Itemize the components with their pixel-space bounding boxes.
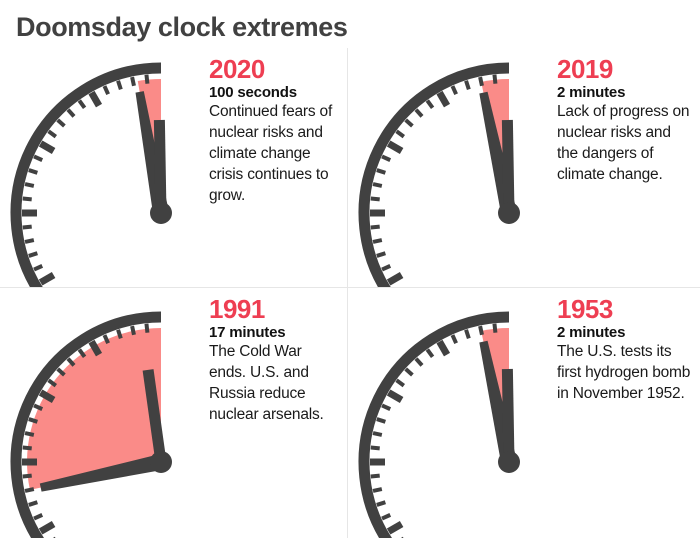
doomsday-clock-icon [10, 62, 172, 287]
panel-year: 1991 [209, 294, 265, 324]
panel-amount: 17 minutes [209, 324, 286, 341]
doomsday-clock-icon [10, 311, 172, 538]
panel-amount: 100 seconds [209, 84, 297, 101]
panel-info-1991: 1991 17 minutes The Cold War ends. U.S. … [205, 288, 347, 538]
page-title: Doomsday clock extremes [16, 12, 348, 42]
panel-amount: 2 minutes [557, 84, 626, 101]
panel-1953: 1953 2 minutes The U.S. tests its first … [348, 288, 700, 538]
panel-info-1953: 1953 2 minutes The U.S. tests its first … [553, 288, 700, 538]
panel-year: 2020 [209, 54, 265, 84]
clock-2019 [348, 48, 553, 287]
panel-amount: 2 minutes [557, 324, 626, 341]
clock-grid: 2020 100 seconds Continued fears of nucl… [0, 48, 700, 538]
panel-description: Continued fears of nuclear risks and cli… [209, 103, 333, 204]
panel-year: 1953 [557, 294, 613, 324]
title-bar: Doomsday clock extremes [16, 6, 676, 48]
panel-info-2019: 2019 2 minutes Lack of progress on nucle… [553, 48, 700, 287]
panel-description: Lack of progress on nuclear risks and th… [557, 103, 690, 183]
clock-1991 [0, 288, 205, 538]
panel-2020: 2020 100 seconds Continued fears of nucl… [0, 48, 348, 288]
panel-year: 2019 [557, 54, 613, 84]
panel-description: The Cold War ends. U.S. and Russia reduc… [209, 343, 324, 423]
doomsday-clock-icon [358, 62, 520, 287]
panel-description: The U.S. tests its first hydrogen bomb i… [557, 343, 691, 402]
panel-2019: 2019 2 minutes Lack of progress on nucle… [348, 48, 700, 288]
doomsday-clock-icon [358, 311, 520, 538]
clock-2020 [0, 48, 205, 287]
clock-1953 [348, 288, 553, 538]
panel-1991: 1991 17 minutes The Cold War ends. U.S. … [0, 288, 348, 538]
panel-info-2020: 2020 100 seconds Continued fears of nucl… [205, 48, 347, 287]
